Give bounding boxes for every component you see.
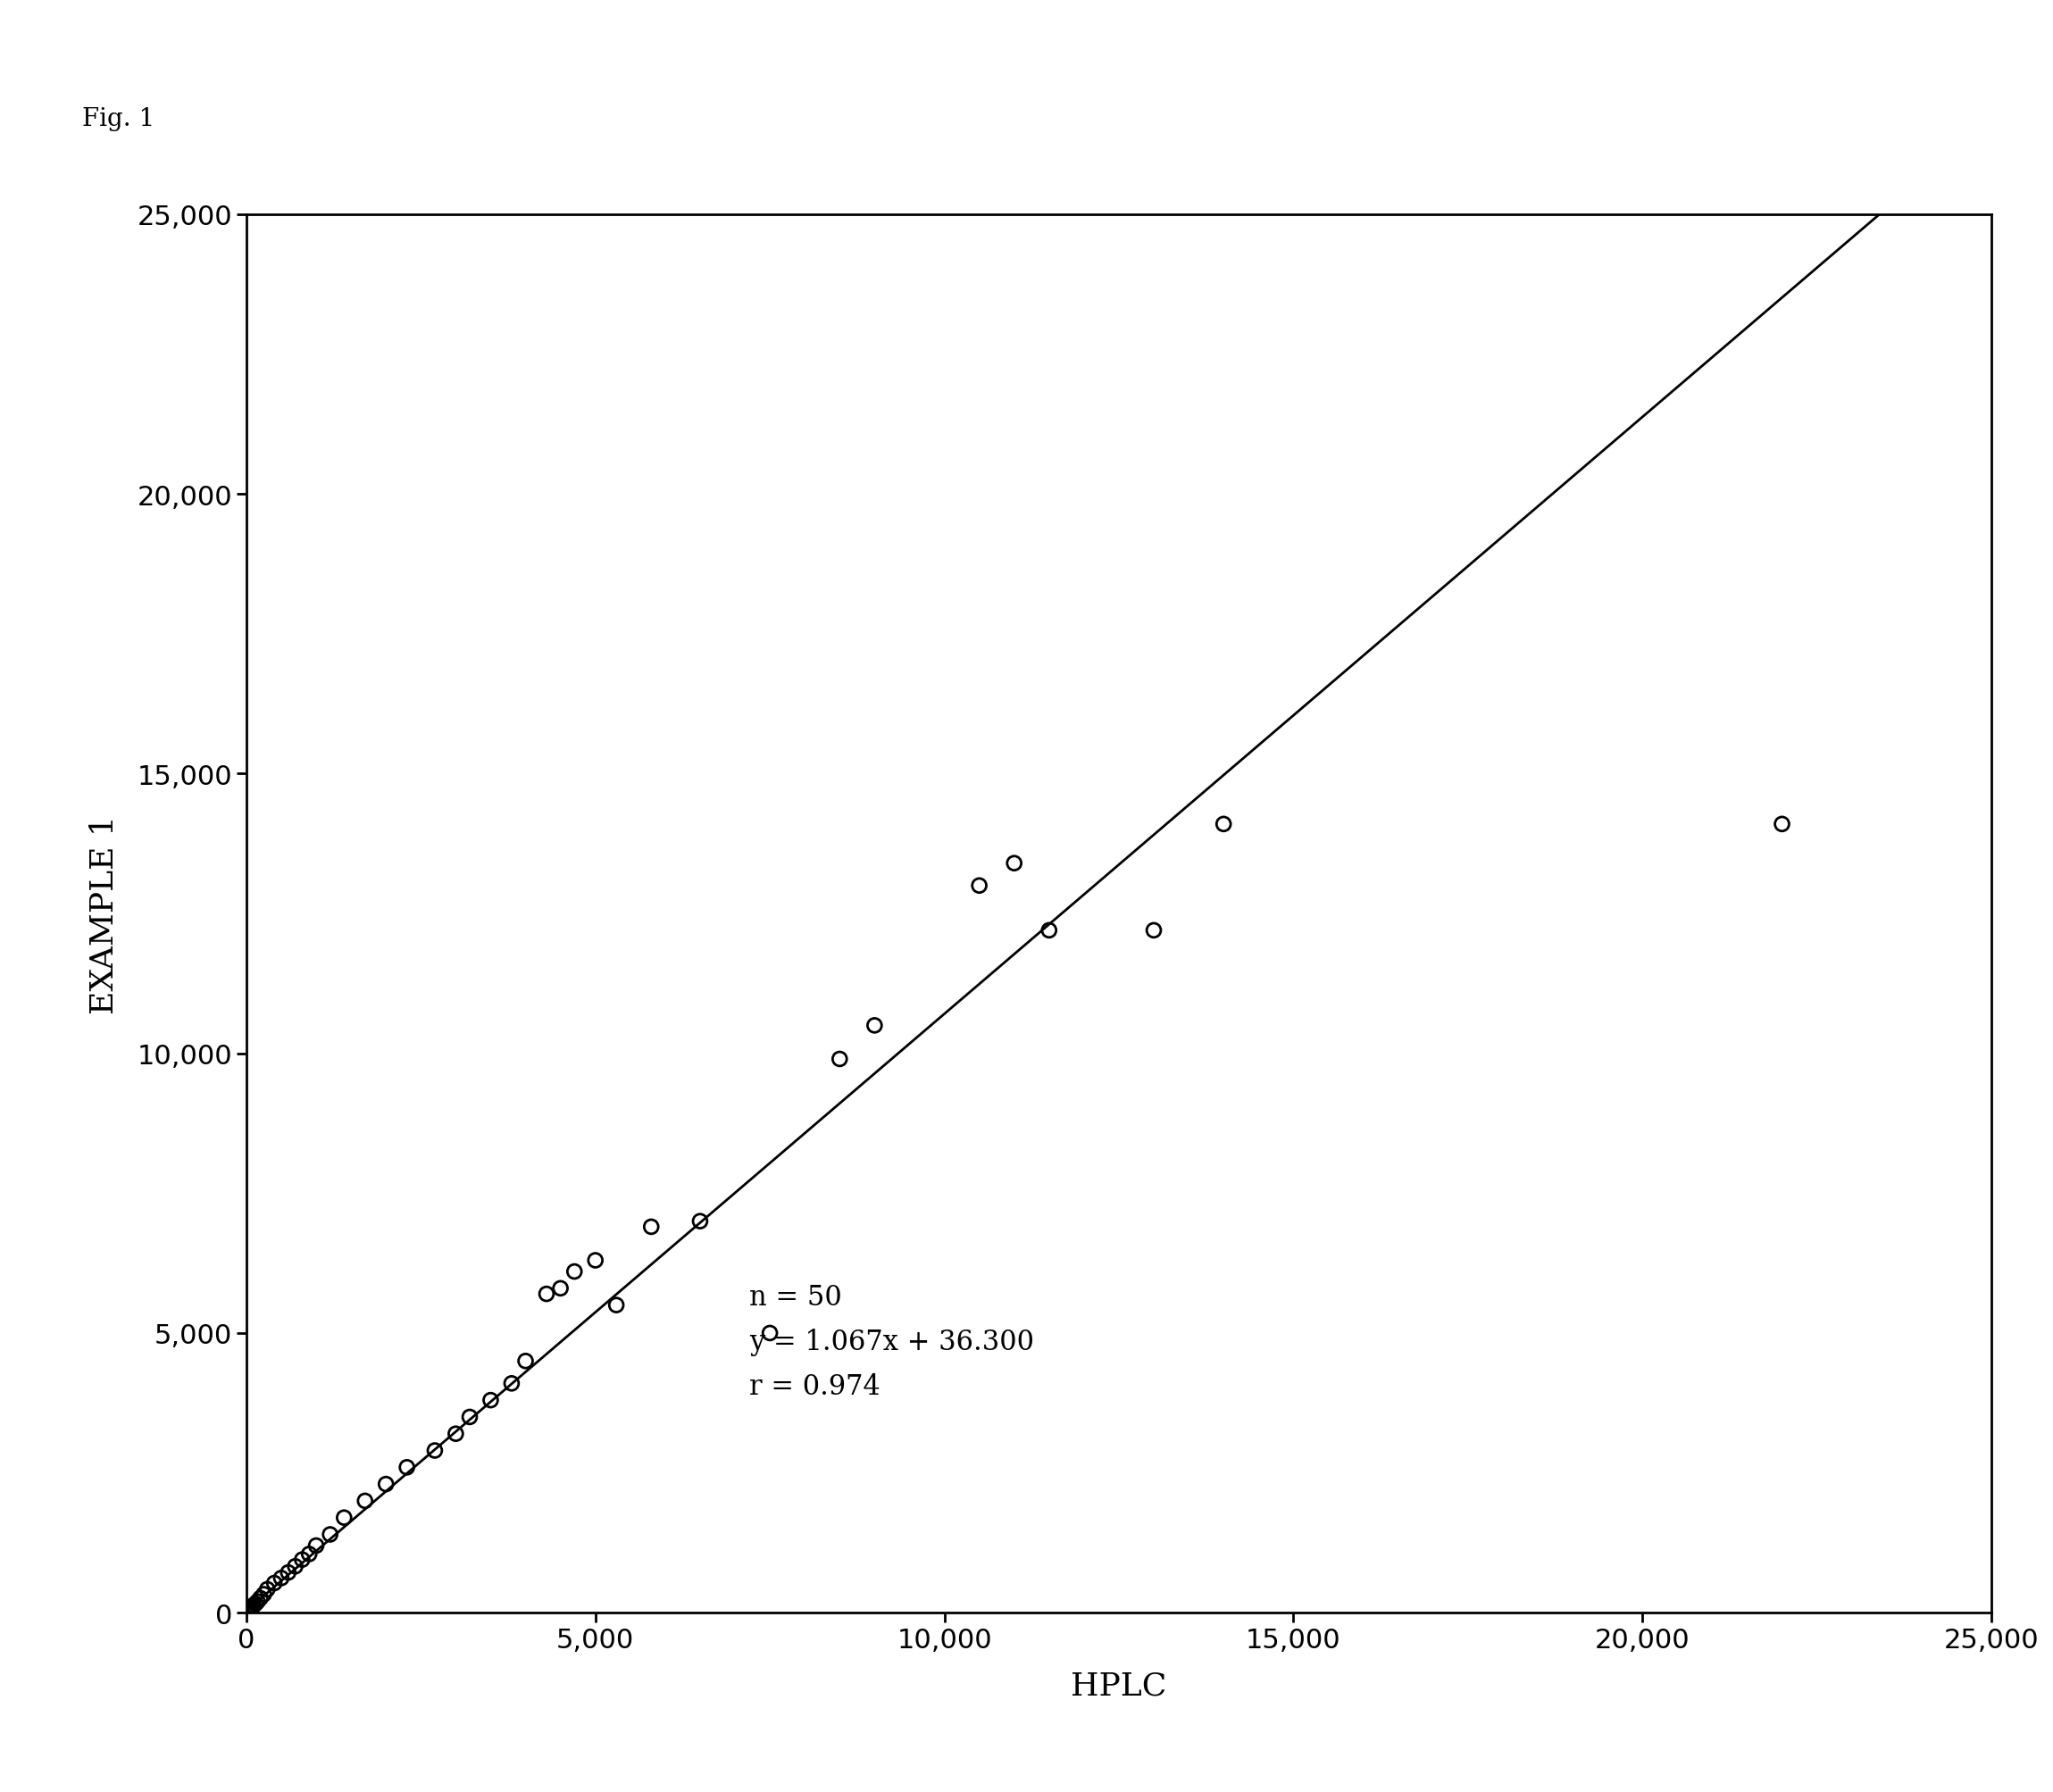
Point	[285, 1545, 318, 1573]
Point	[558, 1258, 591, 1287]
X-axis label: HPLC: HPLC	[1072, 1670, 1166, 1701]
Point	[823, 1045, 856, 1073]
Point	[390, 1453, 423, 1482]
Point	[1137, 916, 1170, 944]
Point	[349, 1487, 382, 1516]
Point	[234, 1595, 267, 1624]
Point	[328, 1503, 361, 1532]
Point	[232, 1598, 265, 1627]
Text: Fig. 1: Fig. 1	[82, 108, 154, 131]
Point	[370, 1469, 402, 1498]
Point	[279, 1552, 312, 1581]
Point	[439, 1419, 472, 1448]
Point	[232, 1597, 265, 1625]
Point	[234, 1595, 267, 1624]
Point	[238, 1590, 271, 1618]
Point	[236, 1591, 269, 1620]
Point	[753, 1319, 786, 1348]
Point	[259, 1568, 292, 1597]
Point	[858, 1011, 891, 1039]
Point	[300, 1532, 333, 1561]
Point	[998, 849, 1031, 878]
Point	[634, 1213, 667, 1242]
Point	[240, 1588, 273, 1616]
Point	[1766, 810, 1798, 839]
Point	[1033, 916, 1066, 944]
Point	[294, 1539, 326, 1568]
Point	[232, 1597, 265, 1625]
Point	[963, 871, 996, 900]
Point	[244, 1584, 277, 1613]
Point	[265, 1564, 298, 1593]
Point	[530, 1279, 563, 1308]
Point	[314, 1520, 347, 1548]
Point	[230, 1598, 263, 1627]
Text: n = 50
y = 1.067x + 36.300
r = 0.974: n = 50 y = 1.067x + 36.300 r = 0.974	[749, 1283, 1035, 1400]
Point	[271, 1559, 304, 1588]
Point	[236, 1593, 269, 1622]
Point	[232, 1597, 265, 1625]
Point	[232, 1597, 265, 1625]
Point	[419, 1437, 452, 1466]
Point	[234, 1595, 267, 1624]
Point	[495, 1369, 528, 1398]
Y-axis label: EXAMPLE 1: EXAMPLE 1	[88, 814, 119, 1014]
Point	[250, 1575, 283, 1604]
Point	[509, 1348, 542, 1376]
Point	[599, 1290, 632, 1319]
Point	[544, 1274, 577, 1303]
Point	[1207, 810, 1240, 839]
Point	[246, 1581, 279, 1609]
Point	[454, 1403, 487, 1432]
Point	[684, 1208, 716, 1236]
Point	[579, 1245, 612, 1274]
Point	[474, 1385, 507, 1414]
